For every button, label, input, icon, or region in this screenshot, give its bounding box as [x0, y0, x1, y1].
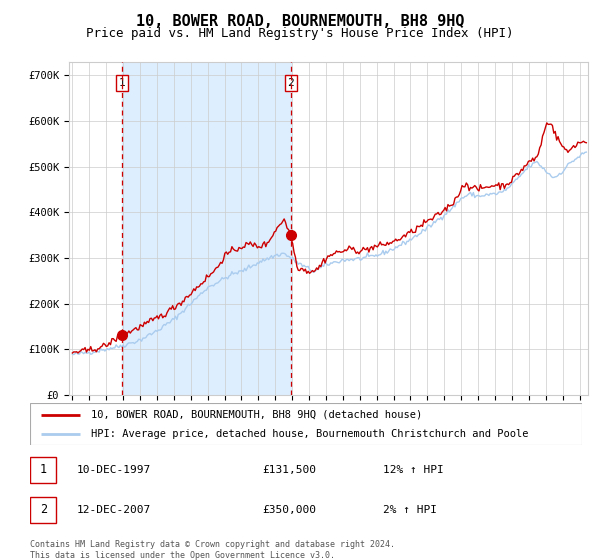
Text: 10-DEC-1997: 10-DEC-1997 [77, 465, 151, 475]
Text: 2: 2 [287, 78, 294, 88]
Text: £131,500: £131,500 [262, 465, 316, 475]
Text: Price paid vs. HM Land Registry's House Price Index (HPI): Price paid vs. HM Land Registry's House … [86, 27, 514, 40]
Bar [30, 457, 56, 483]
Text: 12% ↑ HPI: 12% ↑ HPI [383, 465, 444, 475]
Text: 2: 2 [40, 503, 47, 516]
Text: 10, BOWER ROAD, BOURNEMOUTH, BH8 9HQ (detached house): 10, BOWER ROAD, BOURNEMOUTH, BH8 9HQ (de… [91, 409, 422, 419]
Text: 12-DEC-2007: 12-DEC-2007 [77, 505, 151, 515]
Text: 2% ↑ HPI: 2% ↑ HPI [383, 505, 437, 515]
Bar [122, 62, 291, 395]
Text: 10, BOWER ROAD, BOURNEMOUTH, BH8 9HQ: 10, BOWER ROAD, BOURNEMOUTH, BH8 9HQ [136, 14, 464, 29]
Text: 1: 1 [40, 463, 47, 477]
Text: HPI: Average price, detached house, Bournemouth Christchurch and Poole: HPI: Average price, detached house, Bour… [91, 429, 528, 439]
Text: 1: 1 [118, 78, 125, 88]
Text: Contains HM Land Registry data © Crown copyright and database right 2024.
This d: Contains HM Land Registry data © Crown c… [30, 540, 395, 560]
Text: £350,000: £350,000 [262, 505, 316, 515]
Bar [30, 497, 56, 523]
